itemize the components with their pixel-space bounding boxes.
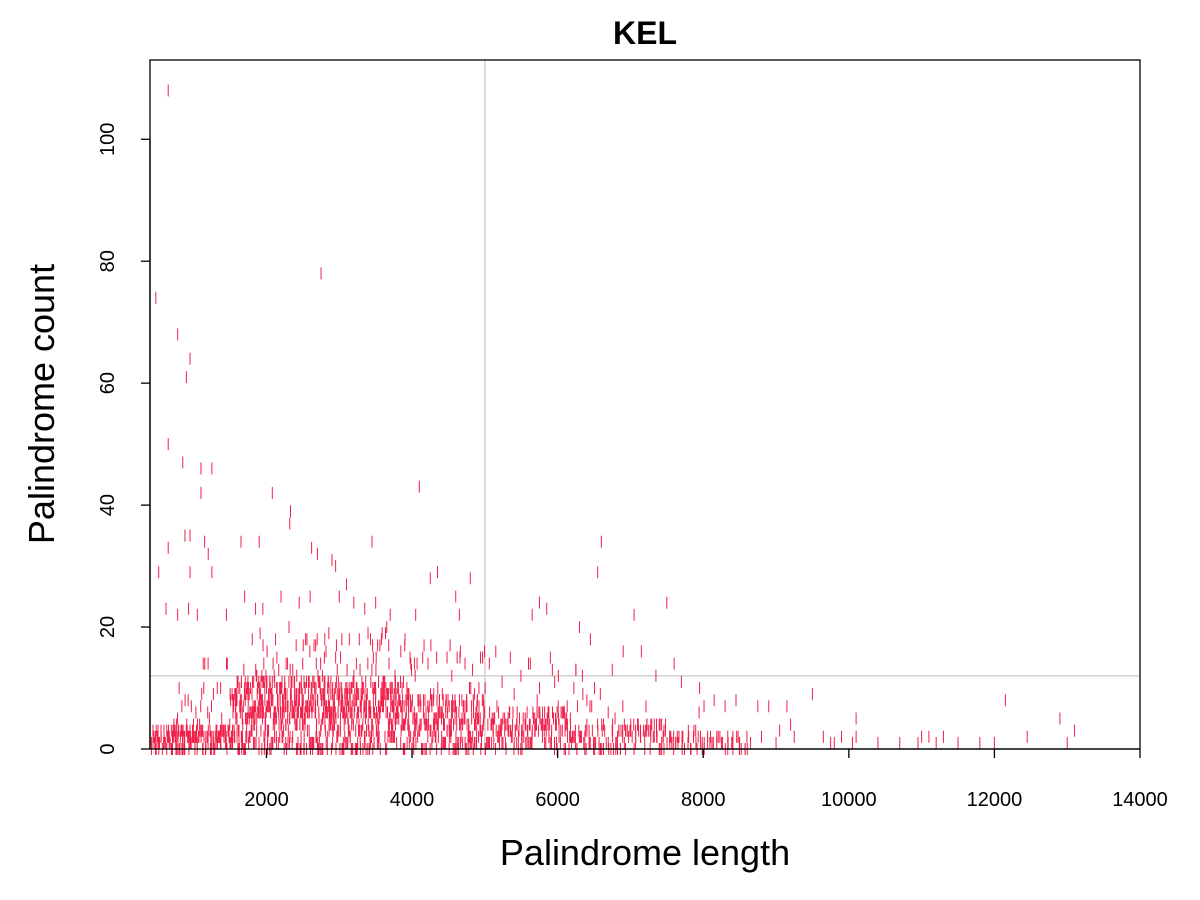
chart-title: KEL [613, 15, 677, 51]
x-tick-label: 2000 [244, 789, 289, 811]
x-axis: 2000 4000 6000 8000 10000 12000 14000 [244, 748, 1168, 811]
x-axis-label: Palindrome length [500, 832, 790, 873]
y-tick-label: 100 [97, 123, 119, 156]
x-tick-label: 4000 [390, 789, 435, 811]
y-axis-label: Palindrome count [21, 264, 62, 544]
x-tick-label: 8000 [681, 789, 726, 811]
x-tick-label: 10000 [821, 789, 877, 811]
x-tick-label: 12000 [967, 789, 1023, 811]
plot-frame [149, 59, 1141, 750]
x-tick-label: 6000 [535, 789, 580, 811]
reference-lines [150, 60, 1140, 749]
x-tick-label: 14000 [1112, 789, 1168, 811]
y-tick-label: 40 [97, 494, 119, 516]
y-tick-label: 60 [97, 372, 119, 394]
y-tick-label: 80 [97, 250, 119, 272]
y-tick-label: 20 [97, 616, 119, 638]
y-tick-label: 0 [97, 743, 119, 754]
data-points [150, 84, 1075, 755]
y-axis: 0 20 40 60 80 100 [97, 123, 151, 755]
